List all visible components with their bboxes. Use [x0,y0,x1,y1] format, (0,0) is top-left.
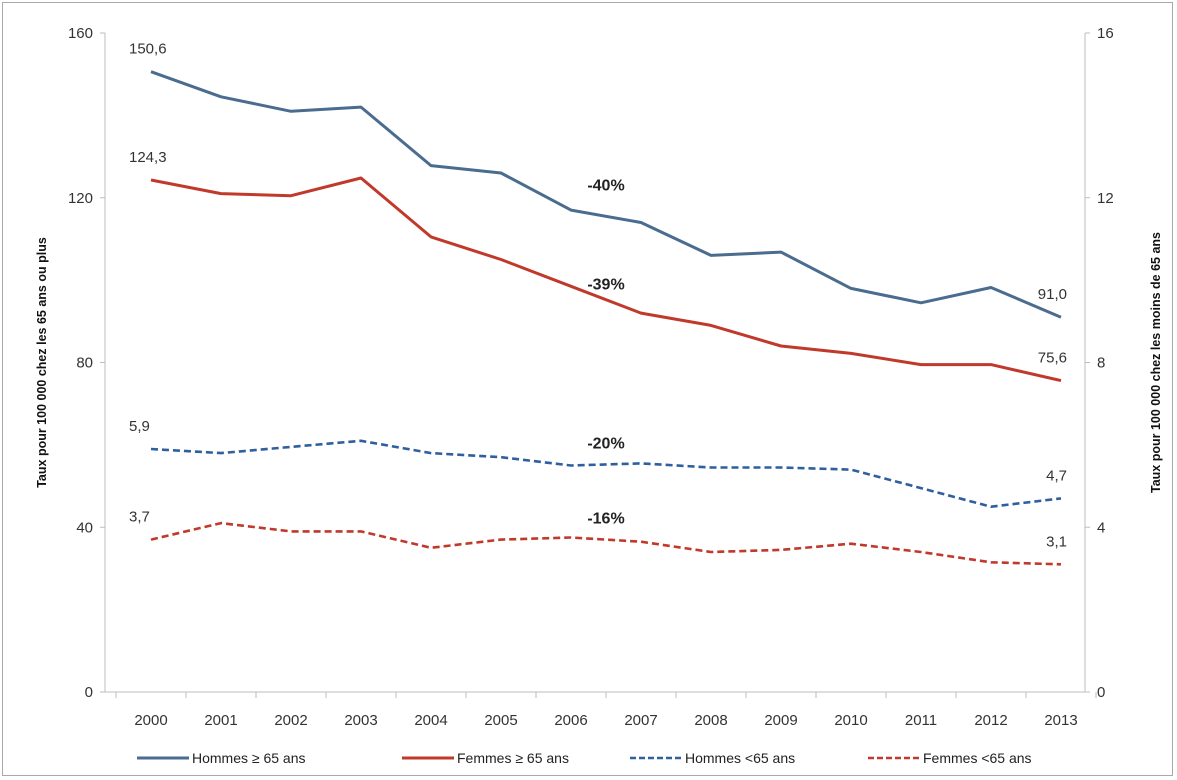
right-tick-label: 16 [1097,25,1114,42]
x-tick-label: 2009 [764,712,797,729]
data-labels: 150,6 91,0 124,3 75,6 5,9 4,7 3,7 3,1 [129,41,1067,551]
legend-label: Femmes ≥ 65 ans [457,750,569,766]
x-tick-label: 2013 [1044,712,1077,729]
x-tick-label: 2006 [554,712,587,729]
left-tick-label: 40 [76,519,93,536]
legend-label: Femmes <65 ans [923,750,1032,766]
legend-item-hommes-under-65: Hommes <65 ans [630,750,795,766]
annotation-hommes-under-65: -20% [587,435,624,452]
x-tick-label: 2000 [134,712,167,729]
left-tick-label: 80 [76,355,93,372]
annotation-femmes-65-plus: -39% [587,277,624,294]
data-label: 3,7 [129,509,150,526]
x-tick-label: 2003 [344,712,377,729]
annotation-femmes-under-65: -16% [587,511,624,528]
right-axis-ticks: 0 4 8 12 16 [1085,25,1114,701]
series-line-1 [150,176,1062,383]
data-label: 5,9 [129,418,150,435]
x-axis-ticks: 2000 2001 2002 2003 2004 2005 2006 2007 2008 2009… [115,692,1097,729]
legend-label: Hommes <65 ans [685,750,795,766]
right-tick-label: 8 [1097,355,1105,372]
left-tick-label: 0 [85,684,93,701]
x-tick-label: 2004 [414,712,447,729]
annotation-hommes-65-plus: -40% [587,177,624,194]
x-tick-label: 2010 [834,712,867,729]
series-line-3 [150,521,1062,566]
data-label: 91,0 [1038,286,1067,303]
x-tick-label: 2007 [624,712,657,729]
right-tick-label: 0 [1097,684,1105,701]
data-label: 3,1 [1046,533,1067,550]
left-axis-ticks: 0 40 80 120 160 [68,25,105,701]
x-tick-label: 2011 [905,712,937,729]
right-axis-title: Taux pour 100 000 chez les moins de 65 a… [1149,232,1163,493]
right-tick-label: 4 [1097,519,1105,536]
legend-label: Hommes ≥ 65 ans [192,750,306,766]
axes [104,33,1086,693]
left-axis-title: Taux pour 100 000 chez les 65 ans ou plu… [35,237,49,488]
legend: Hommes ≥ 65 ans Femmes ≥ 65 ans Hommes <… [137,750,1032,766]
data-label: 75,6 [1038,350,1067,367]
legend-item-femmes-65-plus: Femmes ≥ 65 ans [402,750,569,766]
series-lines [150,70,1062,566]
left-tick-label: 120 [68,190,93,207]
left-tick-label: 160 [68,25,93,42]
x-tick-label: 2005 [484,712,517,729]
data-label: 124,3 [129,149,167,166]
data-label: 4,7 [1046,467,1067,484]
series-line-0 [150,70,1062,319]
series-line-2 [150,439,1062,509]
right-tick-label: 12 [1097,190,1114,207]
x-tick-label: 2002 [274,712,307,729]
x-tick-label: 2008 [694,712,727,729]
legend-item-hommes-65-plus: Hommes ≥ 65 ans [137,750,306,766]
data-label: 150,6 [129,41,167,58]
x-tick-label: 2012 [974,712,1007,729]
legend-item-femmes-under-65: Femmes <65 ans [868,750,1032,766]
x-tick-label: 2001 [204,712,237,729]
